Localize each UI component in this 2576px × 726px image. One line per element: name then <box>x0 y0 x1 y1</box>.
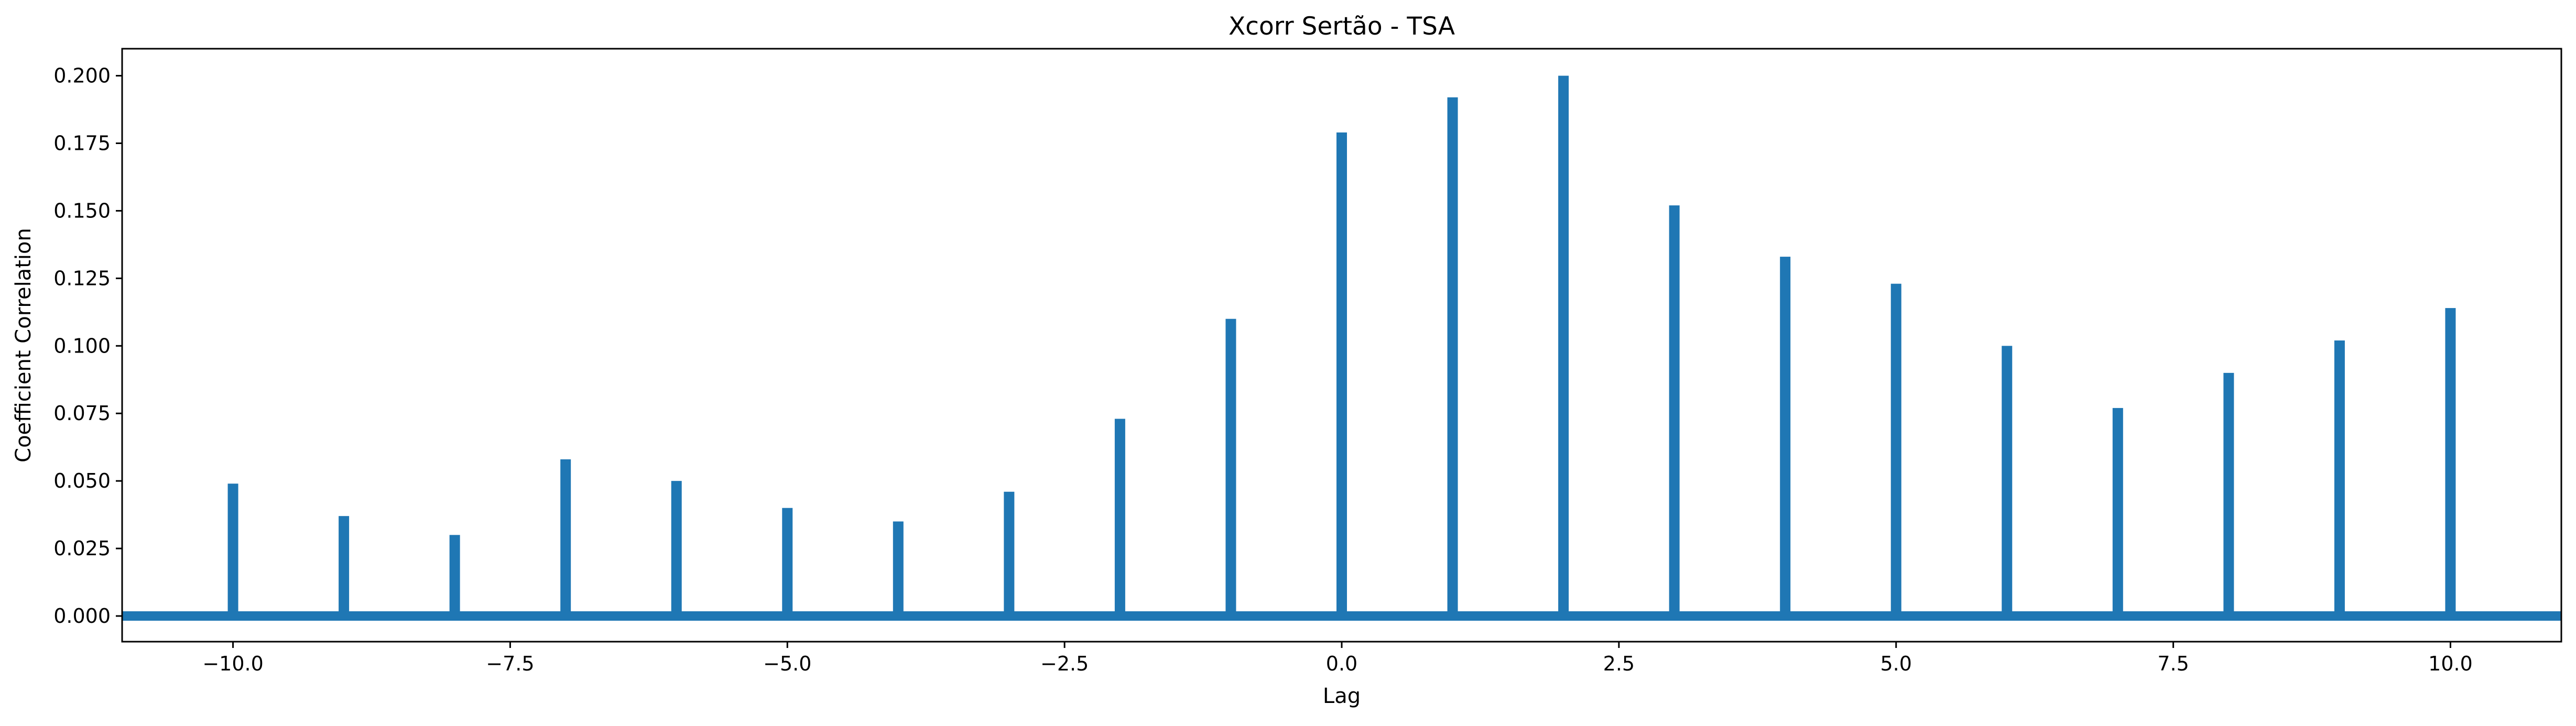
bar-lag--4 <box>893 521 904 617</box>
x-tick-label: −5.0 <box>763 652 811 675</box>
bar-lag-5 <box>1890 283 1901 617</box>
y-axis: 0.000 0.025 0.050 0.075 0.100 0.125 0.150 0.175… <box>53 64 122 628</box>
y-tick-label: 0.175 <box>53 132 111 155</box>
y-tick-label: 0.125 <box>53 267 111 290</box>
bar-lag-9 <box>2334 340 2345 617</box>
y-axis-label: Coefficient Correlation <box>12 228 36 463</box>
x-tick-label: 7.5 <box>2157 652 2189 675</box>
bar-lag--7 <box>560 459 571 617</box>
bar-lag-7 <box>2112 408 2123 617</box>
bar-lag--6 <box>671 481 682 617</box>
x-tick-label: 5.0 <box>1881 652 1912 675</box>
x-tick-label: 10.0 <box>2428 652 2473 675</box>
bar-lag--9 <box>339 516 350 617</box>
bar-lag-2 <box>1558 75 1569 617</box>
y-tick-label: 0.025 <box>53 537 111 560</box>
bar-lag--5 <box>782 508 793 617</box>
y-tick-label: 0.075 <box>53 402 111 425</box>
bar-lag-1 <box>1447 97 1458 617</box>
bar-lag--1 <box>1225 318 1236 617</box>
x-axis-label: Lag <box>1323 684 1361 708</box>
x-tick-label: 0.0 <box>1326 652 1357 675</box>
bar-lag--10 <box>227 483 238 617</box>
bars-layer <box>227 75 2456 617</box>
x-tick-label: −7.5 <box>486 652 534 675</box>
x-tick-label: 2.5 <box>1603 652 1635 675</box>
bar-lag-6 <box>2002 346 2013 617</box>
y-tick-label: 0.200 <box>53 64 111 87</box>
chart-title: Xcorr Sertão - TSA <box>1229 12 1455 41</box>
x-tick-label: −10.0 <box>202 652 263 675</box>
y-tick-label: 0.050 <box>53 469 111 492</box>
bar-lag-8 <box>2223 372 2234 617</box>
x-tick-label: −2.5 <box>1040 652 1089 675</box>
x-axis: −10.0 −7.5 −5.0 −2.5 0.0 2.5 5.0 7.5 10.0 <box>202 642 2473 675</box>
bar-lag-0 <box>1336 132 1347 617</box>
y-tick-label: 0.000 <box>53 604 111 628</box>
bar-lag--8 <box>449 535 460 617</box>
bar-lag-3 <box>1669 205 1680 617</box>
bar-lag-4 <box>1780 257 1791 617</box>
y-tick-label: 0.150 <box>53 199 111 222</box>
bar-lag-10 <box>2445 308 2456 617</box>
bar-lag--3 <box>1004 491 1015 617</box>
y-tick-label: 0.100 <box>53 334 111 357</box>
bar-lag--2 <box>1114 419 1125 617</box>
